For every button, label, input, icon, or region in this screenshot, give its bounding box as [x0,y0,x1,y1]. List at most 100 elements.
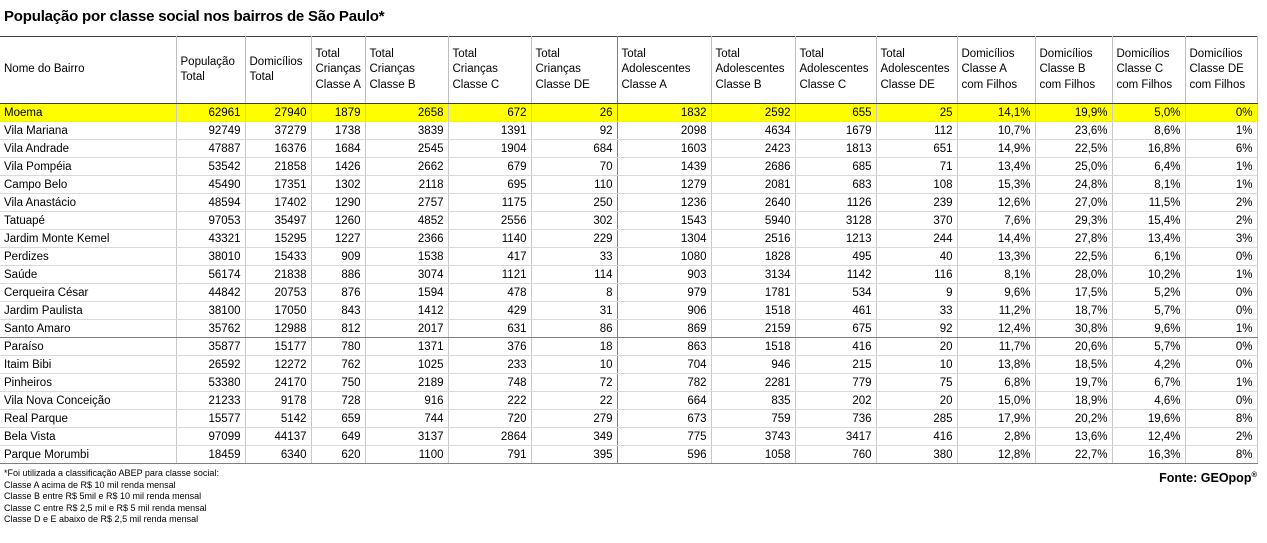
cell-domicilios-total: 44137 [245,427,312,446]
cell-adolescentes-c: 202 [795,391,877,410]
cell-dom-c-filhos: 12,4% [1112,427,1186,446]
cell-adolescentes-a: 863 [617,337,712,356]
cell-adolescentes-a: 596 [617,445,712,464]
cell-adolescentes-b: 5940 [711,211,796,230]
table-row: Vila Andrade 47887 16376 1684 2545 1904 684 160… [0,139,1258,158]
cell-criancas-c: 720 [448,409,532,428]
cell-criancas-c: 478 [448,283,532,302]
column-header-criancas-a: Total Crianças Classe A [311,36,366,104]
cell-adolescentes-c: 1813 [795,139,877,158]
cell-adolescentes-de: 244 [876,229,958,248]
cell-criancas-c: 1391 [448,121,532,140]
cell-dom-b-filhos: 20,6% [1035,337,1113,356]
cell-adolescentes-c: 1213 [795,229,877,248]
cell-populacao-total: 97099 [176,427,246,446]
cell-adolescentes-a: 664 [617,391,712,410]
cell-criancas-c: 2864 [448,427,532,446]
cell-adolescentes-a: 1080 [617,247,712,266]
cell-criancas-a: 728 [311,391,366,410]
table-row: Santo Amaro 35762 12988 812 2017 631 86 869 2159… [0,319,1258,338]
column-header-adolescentes-b: Total Adolescentes Classe B [711,36,796,104]
cell-populacao-total: 38010 [176,247,246,266]
cell-criancas-de: 33 [531,247,618,266]
cell-domicilios-total: 27940 [245,103,312,122]
cell-populacao-total: 43321 [176,229,246,248]
cell-populacao-total: 26592 [176,355,246,374]
cell-domicilios-total: 5142 [245,409,312,428]
cell-nome-do-bairro: Paraíso [0,337,177,356]
cell-adolescentes-de: 71 [876,157,958,176]
cell-adolescentes-b: 3743 [711,427,796,446]
cell-criancas-c: 2556 [448,211,532,230]
cell-domicilios-total: 6340 [245,445,312,464]
cell-criancas-c: 1121 [448,265,532,284]
cell-criancas-b: 2189 [365,373,449,392]
cell-dom-de-filhos: 0% [1185,355,1258,374]
cell-dom-de-filhos: 8% [1185,409,1258,428]
cell-adolescentes-c: 495 [795,247,877,266]
cell-adolescentes-a: 704 [617,355,712,374]
table-row-highlighted: Moema 62961 27940 1879 2658 672 26 1832 2592 655 2… [0,103,1258,122]
table-row: Campo Belo 45490 17351 1302 2118 695 110 1279 20… [0,175,1258,194]
cell-dom-de-filhos: 2% [1185,211,1258,230]
column-header-adolescentes-a: Total Adolescentes Classe A [617,36,712,104]
column-header-criancas-b: Total Crianças Classe B [365,36,449,104]
cell-dom-c-filhos: 5,2% [1112,283,1186,302]
cell-dom-b-filhos: 27,8% [1035,229,1113,248]
cell-dom-c-filhos: 5,7% [1112,337,1186,356]
cell-adolescentes-c: 461 [795,301,877,320]
cell-nome-do-bairro: Campo Belo [0,175,177,194]
cell-criancas-c: 429 [448,301,532,320]
cell-adolescentes-a: 903 [617,265,712,284]
cell-nome-do-bairro: Perdizes [0,247,177,266]
table-row: Vila Nova Conceição 21233 9178 728 916 222 22 6… [0,391,1258,410]
cell-criancas-c: 1140 [448,229,532,248]
cell-criancas-b: 744 [365,409,449,428]
cell-criancas-b: 3137 [365,427,449,446]
cell-dom-de-filhos: 1% [1185,373,1258,392]
cell-dom-a-filhos: 9,6% [957,283,1036,302]
cell-domicilios-total: 21838 [245,265,312,284]
cell-adolescentes-b: 3134 [711,265,796,284]
cell-adolescentes-b: 1058 [711,445,796,464]
cell-adolescentes-b: 759 [711,409,796,428]
cell-criancas-de: 114 [531,265,618,284]
cell-nome-do-bairro: Vila Mariana [0,121,177,140]
cell-adolescentes-c: 1679 [795,121,877,140]
cell-populacao-total: 53542 [176,157,246,176]
cell-domicilios-total: 35497 [245,211,312,230]
cell-criancas-c: 376 [448,337,532,356]
cell-nome-do-bairro: Vila Nova Conceição [0,391,177,410]
cell-adolescentes-b: 1781 [711,283,796,302]
cell-domicilios-total: 20753 [245,283,312,302]
cell-nome-do-bairro: Pinheiros [0,373,177,392]
cell-adolescentes-de: 416 [876,427,958,446]
cell-criancas-de: 349 [531,427,618,446]
cell-dom-b-filhos: 19,7% [1035,373,1113,392]
cell-adolescentes-c: 675 [795,319,877,338]
column-header-domicilios-total: Domicílios Total [245,36,312,104]
cell-nome-do-bairro: Vila Anastácio [0,193,177,212]
cell-adolescentes-a: 869 [617,319,712,338]
column-header-criancas-c: Total Crianças Classe C [448,36,532,104]
cell-dom-b-filhos: 22,7% [1035,445,1113,464]
table-row: Bela Vista 97099 44137 649 3137 2864 349 775 374… [0,427,1258,446]
cell-adolescentes-a: 775 [617,427,712,446]
cell-criancas-a: 1260 [311,211,366,230]
cell-adolescentes-a: 1304 [617,229,712,248]
cell-dom-b-filhos: 27,0% [1035,193,1113,212]
footnotes: *Foi utilizada a classificação ABEP para… [4,468,219,526]
cell-adolescentes-a: 1832 [617,103,712,122]
cell-criancas-a: 750 [311,373,366,392]
cell-criancas-a: 1227 [311,229,366,248]
cell-dom-b-filhos: 17,5% [1035,283,1113,302]
cell-populacao-total: 45490 [176,175,246,194]
cell-criancas-de: 92 [531,121,618,140]
cell-dom-de-filhos: 2% [1185,427,1258,446]
cell-adolescentes-b: 1518 [711,337,796,356]
cell-adolescentes-a: 1279 [617,175,712,194]
source-text: Fonte: GEOpop [1159,471,1252,486]
cell-domicilios-total: 17351 [245,175,312,194]
cell-criancas-a: 1879 [311,103,366,122]
cell-nome-do-bairro: Cerqueira César [0,283,177,302]
